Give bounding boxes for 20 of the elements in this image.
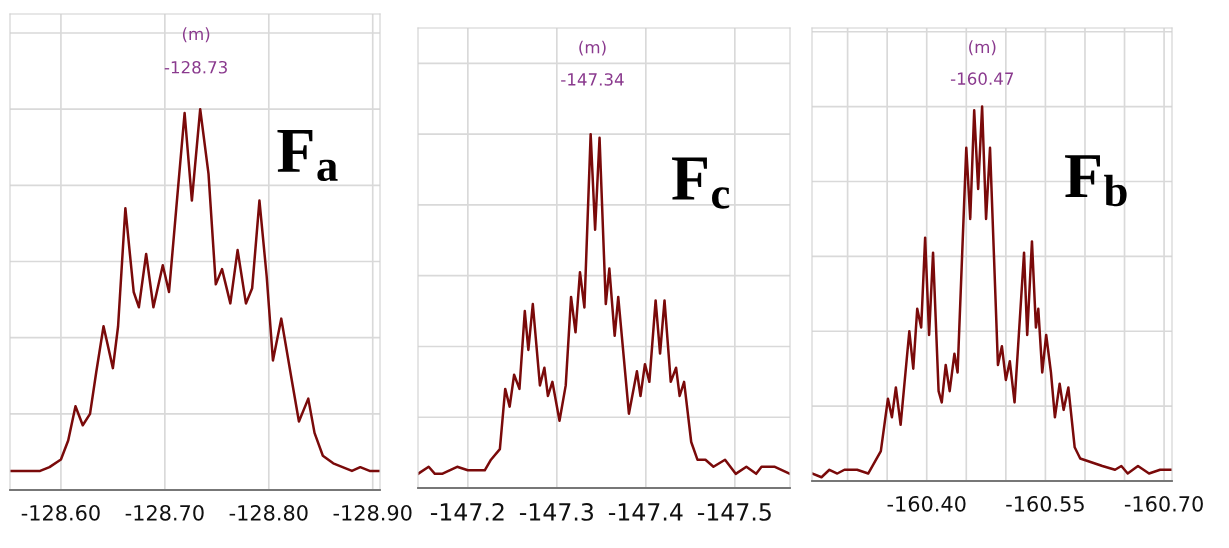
text: -160.47 [950, 72, 1014, 85]
annotation: F$_{b}$ [1065, 155, 1127, 207]
annotation: F$_{c}$ [672, 157, 730, 209]
x-tick-label: -147.3 [519, 503, 593, 521]
x-tick-label: -128.60 [21, 504, 100, 521]
x-tick-label: -147.2 [430, 503, 504, 521]
x-tick-label: -160.55 [1006, 495, 1084, 512]
text: (m) [969, 40, 996, 56]
x-tick-label: -160.40 [887, 495, 966, 512]
annotation: F$_{a}$ [277, 130, 338, 182]
x-tick-label: -128.90 [333, 504, 412, 521]
text: -128.73 [164, 60, 227, 74]
text: -147.34 [561, 73, 624, 86]
x-tick-label: -128.70 [125, 504, 204, 521]
x-tick-label: -147.5 [697, 503, 771, 521]
text: (m) [579, 40, 606, 56]
text: (m) [182, 27, 210, 43]
x-tick-label: -160.70 [1124, 495, 1203, 512]
x-tick-label: -147.4 [608, 503, 683, 521]
x-tick-label: -128.80 [229, 504, 308, 521]
